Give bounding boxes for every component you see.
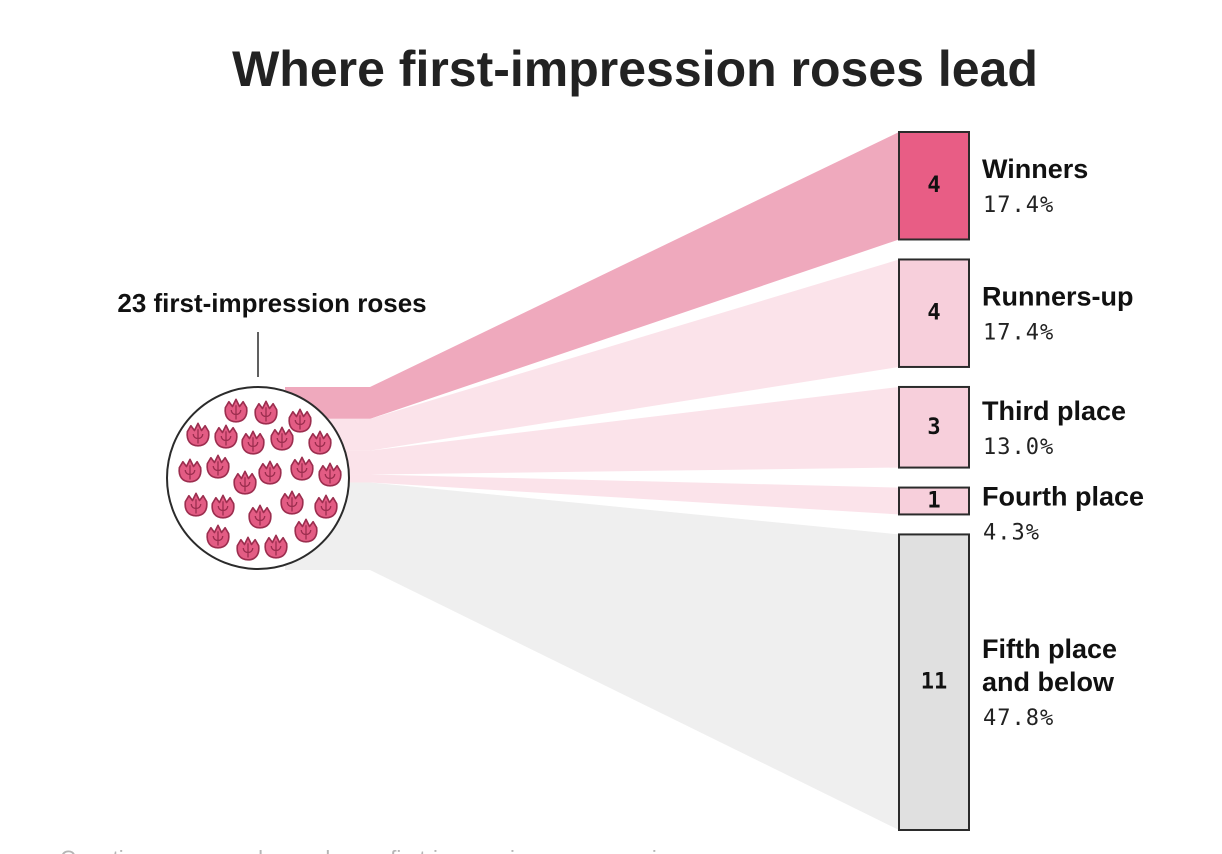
- rose-icon: [184, 492, 208, 517]
- rose-icon: [318, 462, 342, 487]
- flow-band-fourth-place: [370, 474, 899, 515]
- rose-icon: [241, 430, 265, 455]
- percent-label-runners-up: 17.4%: [983, 321, 1054, 346]
- count-label-fifth-and-below: 11: [921, 670, 948, 695]
- category-box-fourth-place: [898, 486, 970, 516]
- count-label-fourth-place: 1: [927, 489, 940, 514]
- footnote: Counting seasons when only one first-imp…: [60, 846, 692, 854]
- rose-icon: [236, 536, 260, 561]
- flow-band-winners: [370, 132, 899, 419]
- count-label-runners-up: 4: [927, 301, 940, 326]
- percent-label-fifth-and-below: 47.8%: [983, 706, 1054, 731]
- rose-icon: [258, 460, 282, 485]
- rose-icon: [224, 398, 248, 423]
- count-label-third-place: 3: [927, 415, 940, 440]
- rose-icon: [214, 424, 238, 449]
- rose-icon: [211, 494, 235, 519]
- category-label-fourth-place: Fourth place: [982, 482, 1144, 512]
- category-labels: Winners 17.4% Runners-up 17.4% Third place 13…: [982, 154, 1144, 731]
- rose-icon: [206, 454, 230, 479]
- category-label-runners-up: Runners-up: [982, 282, 1134, 312]
- category-box-runners-up: [898, 258, 970, 368]
- rose-icon: [248, 504, 272, 529]
- category-label-fifth-and-below-line-2: and below: [982, 667, 1115, 697]
- flow-band-third-place: [370, 386, 899, 475]
- category-label-third-place: Third place: [982, 396, 1126, 426]
- flow-band-fifth-and-below: [370, 482, 899, 830]
- rose-icon: [308, 430, 332, 455]
- category-label-winners: Winners: [982, 154, 1088, 184]
- percent-label-winners: 17.4%: [983, 193, 1054, 218]
- rose-icon: [264, 534, 288, 559]
- flow-band-runners-up: [370, 259, 899, 451]
- rose-icon: [290, 456, 314, 481]
- rose-icon: [233, 470, 257, 495]
- flow-bands: [285, 132, 899, 830]
- category-label-fifth-and-below-line-1: Fifth place: [982, 634, 1117, 664]
- percent-label-fourth-place: 4.3%: [983, 521, 1040, 546]
- rose-icon: [294, 518, 318, 543]
- rose-icon: [206, 524, 230, 549]
- rose-icon: [186, 422, 210, 447]
- rose-icon: [254, 400, 278, 425]
- chart-title: Where first-impression roses lead: [232, 41, 1038, 97]
- rose-icon: [280, 490, 304, 515]
- rose-icon: [288, 408, 312, 433]
- source-label: 23 first-impression roses: [117, 288, 426, 318]
- rose-icon: [270, 426, 294, 451]
- category-box-winners: [898, 131, 970, 241]
- category-box-third-place: [898, 385, 970, 469]
- rose-icon: [178, 458, 202, 483]
- count-label-winners: 4: [927, 173, 940, 198]
- rose-icon: [314, 494, 338, 519]
- category-box-fifth-and-below: [898, 533, 970, 831]
- percent-label-third-place: 13.0%: [983, 435, 1054, 460]
- rose-circle: [166, 386, 350, 570]
